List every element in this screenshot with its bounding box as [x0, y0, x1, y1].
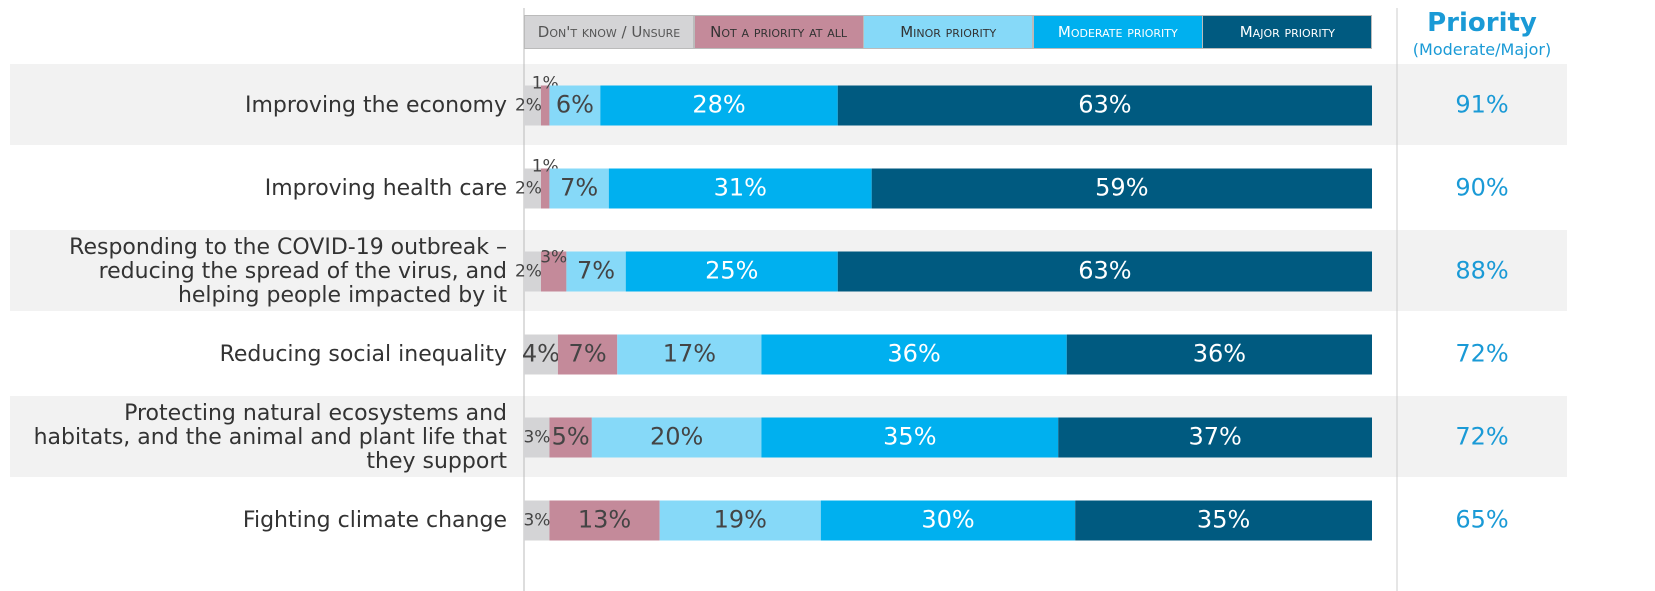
- bar-segment: [540, 85, 550, 126]
- bar-segment: [837, 85, 1372, 126]
- bar-segment: [659, 500, 821, 541]
- value-label: 31%: [714, 174, 767, 202]
- legend-entry: Moderate priority: [1032, 15, 1203, 49]
- priority-value: 65%: [1455, 506, 1508, 534]
- category-label: Protecting natural ecosystems and habita…: [33, 400, 507, 474]
- bar-segment: [837, 251, 1372, 292]
- bar-segment: [820, 500, 1076, 541]
- value-label: 3%: [540, 248, 567, 268]
- value-label: 36%: [1193, 340, 1246, 368]
- value-label: 17%: [663, 340, 716, 368]
- bar-segment: [524, 500, 550, 541]
- priority-title: Priority: [1427, 8, 1537, 38]
- category-label: Improving health care: [264, 175, 507, 201]
- value-label: 7%: [577, 257, 615, 285]
- legend-entry: Don't know / Unsure: [524, 15, 694, 49]
- bar-segment: [549, 85, 601, 126]
- value-label: 2%: [515, 179, 542, 199]
- bar-segment: [591, 417, 762, 458]
- bar-segment: [625, 251, 838, 292]
- category-label: Reducing social inequality: [219, 341, 507, 367]
- value-label: 63%: [1078, 91, 1131, 119]
- value-label: 5%: [552, 423, 590, 451]
- value-label: 63%: [1078, 257, 1131, 285]
- value-label: 59%: [1095, 174, 1148, 202]
- value-label: 7%: [560, 174, 598, 202]
- category-label: Improving the economy: [245, 92, 507, 118]
- category-label: Responding to the COVID-19 outbreak – re…: [69, 234, 507, 308]
- value-label: 3%: [523, 511, 550, 531]
- value-label: 6%: [556, 91, 594, 119]
- value-label: 28%: [692, 91, 745, 119]
- priority-value: 90%: [1455, 174, 1508, 202]
- bar-segment: [1066, 334, 1372, 375]
- value-label: 35%: [883, 423, 936, 451]
- bar-segment: [540, 168, 550, 209]
- bar-segment: [617, 334, 762, 375]
- bar-segment: [524, 251, 541, 292]
- bar-segment: [549, 417, 592, 458]
- legend-entry: Minor priority: [863, 15, 1034, 49]
- legend-entry: Major priority: [1202, 15, 1373, 49]
- bar-segment: [524, 85, 541, 126]
- value-label: 19%: [714, 506, 767, 534]
- value-label: 25%: [705, 257, 758, 285]
- value-label: 35%: [1197, 506, 1250, 534]
- bar-segment: [1075, 500, 1372, 541]
- value-label: 2%: [515, 96, 542, 116]
- value-label: 3%: [523, 428, 550, 448]
- priority-value: 88%: [1455, 257, 1508, 285]
- value-label: 37%: [1188, 423, 1241, 451]
- legend-entry: Not a priority at all: [693, 15, 864, 49]
- priority-value: 72%: [1455, 340, 1508, 368]
- priority-value: 91%: [1455, 91, 1508, 119]
- bar-segment: [871, 168, 1372, 209]
- value-label: 2%: [515, 262, 542, 282]
- value-label: 20%: [650, 423, 703, 451]
- priority-subtitle: (Moderate/Major): [1412, 40, 1552, 59]
- bar-segment: [549, 168, 609, 209]
- value-label: 30%: [921, 506, 974, 534]
- bar-segment: [540, 251, 567, 292]
- value-label: 4%: [522, 340, 560, 368]
- bar-segment: [557, 334, 618, 375]
- category-label: Fighting climate change: [242, 507, 507, 533]
- bar-segment: [524, 417, 550, 458]
- bar-segment: [761, 334, 1067, 375]
- value-label: 13%: [578, 506, 631, 534]
- value-label: 7%: [569, 340, 607, 368]
- bar-segment: [524, 168, 541, 209]
- bar-segment: [608, 168, 872, 209]
- bar-segment: [600, 85, 838, 126]
- bar-segment: [566, 251, 626, 292]
- priority-value: 72%: [1455, 423, 1508, 451]
- bar-segment: [761, 417, 1059, 458]
- bar-segment: [524, 334, 558, 375]
- bar-segment: [1058, 417, 1372, 458]
- value-label: 36%: [887, 340, 940, 368]
- bar-segment: [549, 500, 660, 541]
